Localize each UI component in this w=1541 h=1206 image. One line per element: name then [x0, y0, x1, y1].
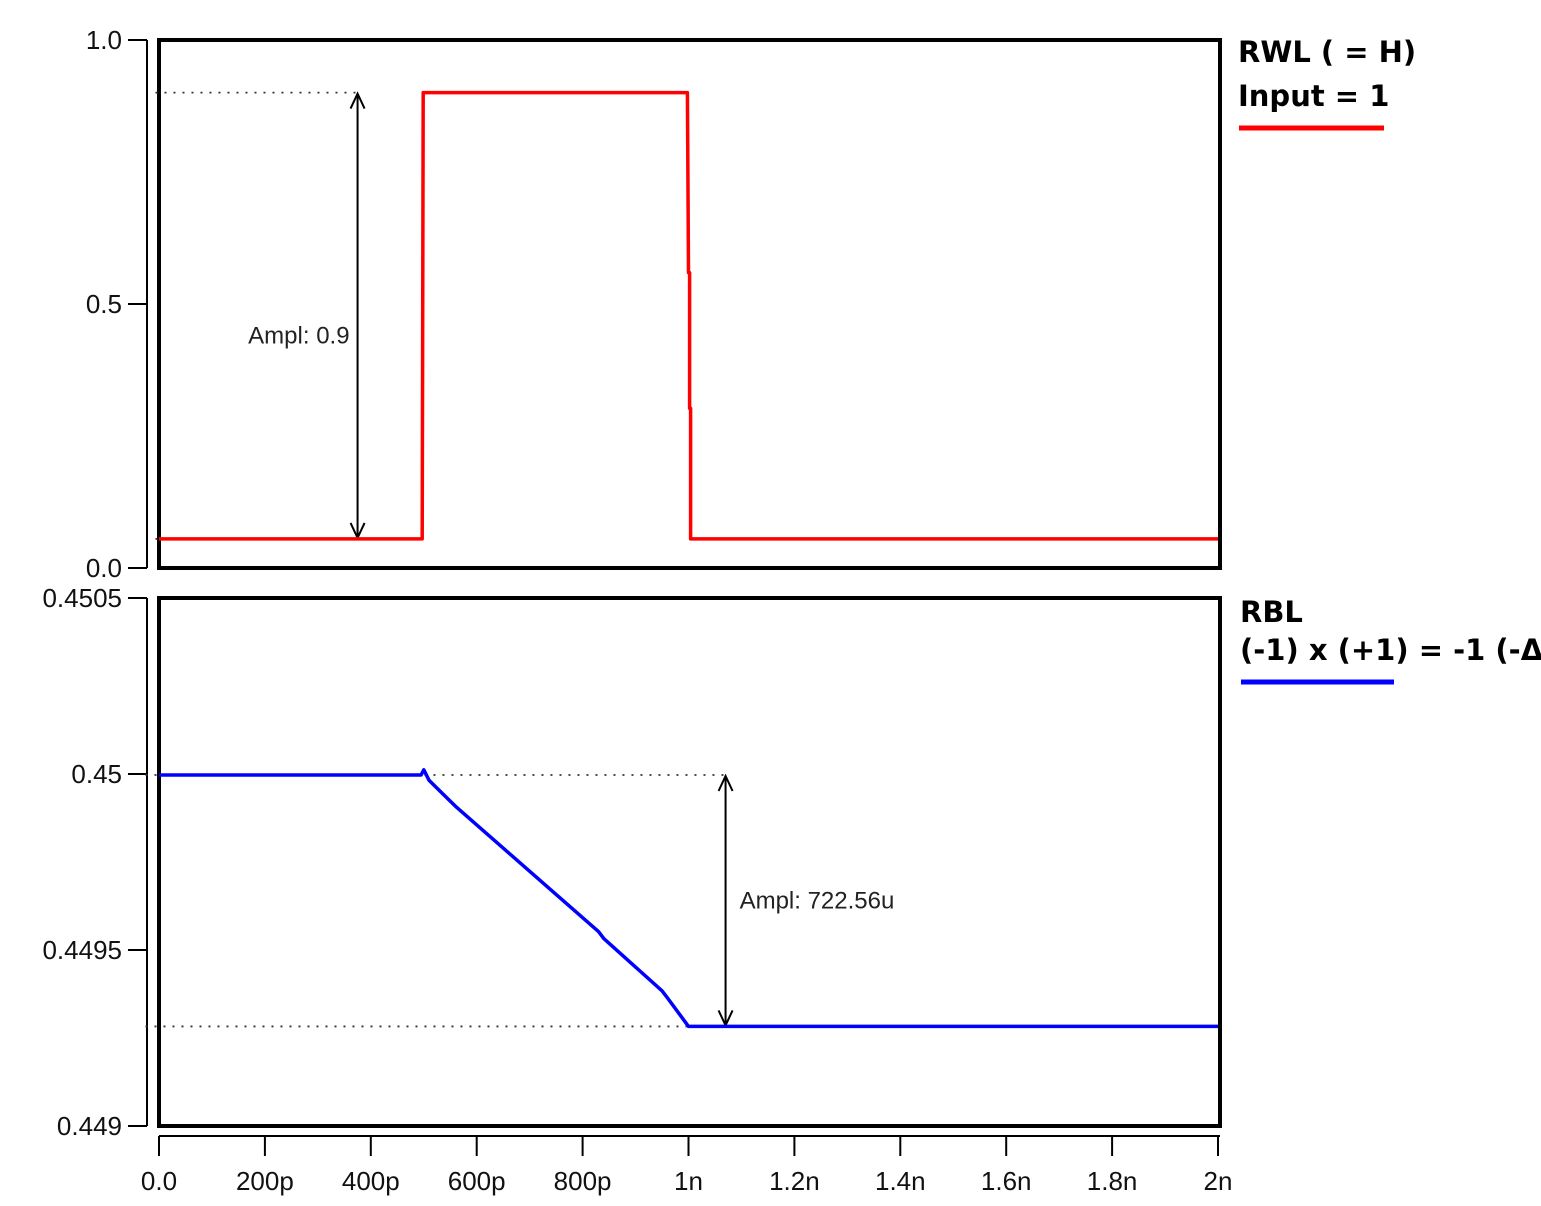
annotation-label: Ampl: 0.9: [248, 322, 349, 349]
legend-text: RWL ( = H): [1238, 35, 1416, 69]
x-tick-label: 600p: [448, 1166, 506, 1196]
y-tick-label: 0.45: [71, 759, 122, 789]
plot-frame: [157, 596, 1222, 1128]
x-tick-label: 1.8n: [1087, 1166, 1138, 1196]
y-tick-label: 0.0: [86, 553, 122, 583]
x-axis: 0.0 200p 400p 600p 800p 1n 1.2n 1.4n 1.6n 1.8n 2n: [141, 1135, 1233, 1196]
x-tick-label: 400p: [342, 1166, 400, 1196]
y-tick-label: 1.0: [86, 25, 122, 55]
annotation-arrowhead-up: [349, 91, 366, 110]
legend-text: RBL: [1240, 595, 1303, 629]
annotation-label: Ampl: 722.56u: [740, 888, 895, 915]
y-tick-label: 0.449: [57, 1111, 122, 1141]
x-tick-label: 0.0: [141, 1166, 177, 1196]
series-line-rwl: [159, 90, 1218, 541]
x-tick-label: 200p: [236, 1166, 294, 1196]
legend-text: (-1) x (+1) = -1 (-ΔV): [1240, 633, 1541, 667]
y-tick-label: 0.5: [86, 289, 122, 319]
x-tick-label: 1.4n: [875, 1166, 926, 1196]
series-line-rbl: [159, 768, 1218, 1029]
y-tick-label: 0.4505: [42, 583, 122, 613]
bottom-panel-rbl: 0.449 0.4495 0.45 0.4505 Ampl: 722.56u RBL (-1…: [42, 583, 1541, 1141]
x-tick-label: 1.6n: [981, 1166, 1032, 1196]
legend-text: Input = 1: [1238, 79, 1389, 113]
x-tick-label: 800p: [554, 1166, 612, 1196]
plot-frame: [157, 38, 1222, 570]
x-tick-label: 1n: [674, 1166, 703, 1196]
top-panel-rwl: 0.0 0.5 1.0 Ampl: 0.9 RWL ( = H) Input = 1: [86, 25, 1416, 583]
y-tick-label: 0.4495: [42, 935, 122, 965]
x-tick-label: 1.2n: [769, 1166, 820, 1196]
annotation-arrowhead-up: [717, 773, 734, 792]
x-tick-label: 2n: [1204, 1166, 1233, 1196]
